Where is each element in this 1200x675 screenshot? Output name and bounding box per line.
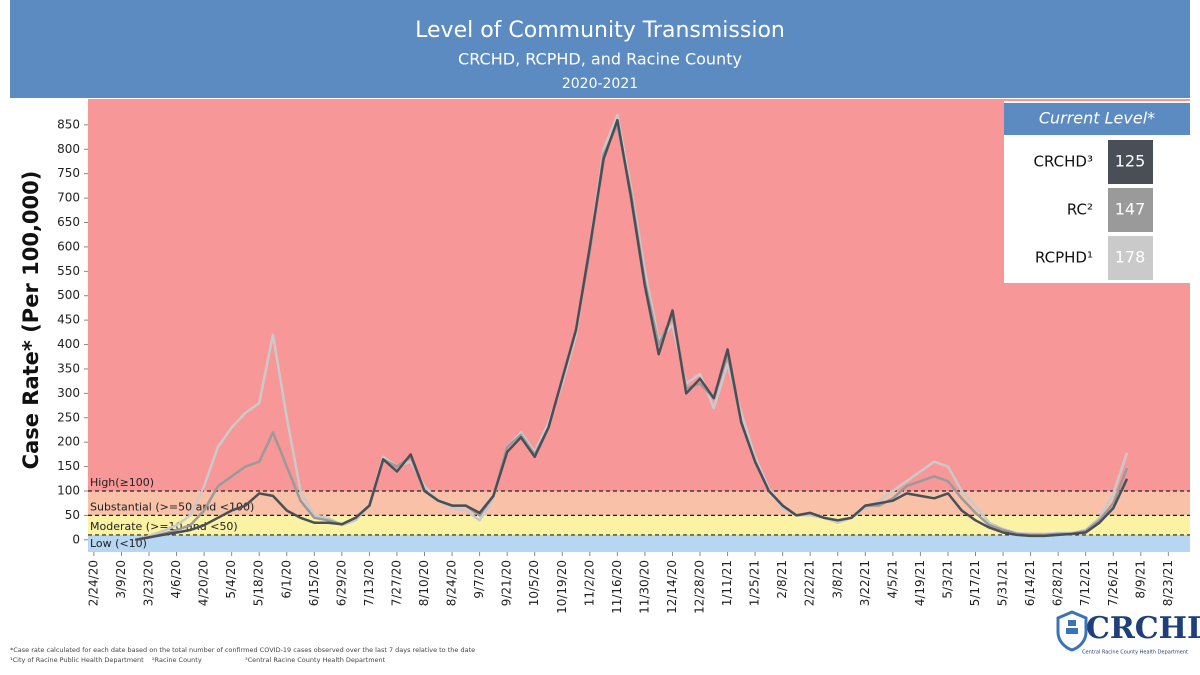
band xyxy=(88,534,1190,552)
x-tick-label: 12/28/20 xyxy=(693,560,707,614)
x-tick-label: 5/4/20 xyxy=(224,560,238,599)
x-tick-label: 11/30/20 xyxy=(637,560,651,614)
footnote: *Case rate calculated for each date base… xyxy=(10,646,475,654)
x-tick-label: 3/23/20 xyxy=(142,560,156,606)
logo-text: CRCHD xyxy=(1086,611,1200,646)
x-tick-label: 5/17/21 xyxy=(968,560,982,606)
x-tick-label: 3/9/20 xyxy=(114,560,128,599)
logo-shield xyxy=(1056,610,1088,652)
legend-title: Current Level* xyxy=(1039,109,1155,128)
y-tick-label: 550 xyxy=(57,264,80,278)
logo-cross xyxy=(1066,620,1078,634)
x-tick-label: 3/8/21 xyxy=(830,560,844,599)
legend-swatch xyxy=(1108,140,1153,184)
x-tick-label: 5/18/20 xyxy=(252,560,266,606)
y-tick-label: 150 xyxy=(57,459,80,473)
chart-title: Level of Community Transmission xyxy=(415,18,785,43)
y-tick-label: 850 xyxy=(57,117,80,131)
y-tick-label: 200 xyxy=(57,435,80,449)
x-tick-label: 7/26/21 xyxy=(1106,560,1120,606)
x-tick-label: 7/13/20 xyxy=(362,560,376,606)
x-tick-label: 9/21/20 xyxy=(500,560,514,606)
y-tick-label: 300 xyxy=(57,386,80,400)
x-tick-label: 2/24/20 xyxy=(86,560,100,606)
y-tick-label: 400 xyxy=(57,337,80,351)
y-tick-label: 250 xyxy=(57,410,80,424)
y-tick-label: 500 xyxy=(57,288,80,302)
x-tick-label: 6/28/21 xyxy=(1051,560,1065,606)
x-tick-label: 11/16/20 xyxy=(610,560,624,614)
x-tick-label: 8/9/21 xyxy=(1133,560,1147,599)
band xyxy=(88,515,1190,535)
x-tick-label: 6/29/20 xyxy=(334,560,348,606)
x-tick-label: 4/19/21 xyxy=(913,560,927,606)
series-line xyxy=(134,118,1129,542)
band-label: Substantial (>=50 and <100) xyxy=(90,500,254,513)
logo-subtitle: Central Racine County Health Department xyxy=(1082,650,1188,656)
y-tick-label: 450 xyxy=(57,313,80,327)
y-axis-label: Case Rate* (Per 100,000) xyxy=(19,171,43,470)
x-tick-label: 2/22/21 xyxy=(803,560,817,606)
y-tick-label: 100 xyxy=(57,483,80,497)
x-tick-label: 8/24/20 xyxy=(445,560,459,606)
legend-label: RC² xyxy=(1067,201,1093,219)
footnote: ³Central Racine County Health Department xyxy=(245,656,386,664)
legend-swatch xyxy=(1108,236,1153,280)
x-tick-label: 7/12/21 xyxy=(1078,560,1092,606)
x-tick-label: 1/11/21 xyxy=(720,560,734,606)
footnote: ²Racine County xyxy=(152,656,202,664)
x-tick-label: 9/7/20 xyxy=(472,560,486,599)
x-tick-label: 8/23/21 xyxy=(1161,560,1175,606)
y-tick-label: 600 xyxy=(57,239,80,253)
x-tick-label: 4/20/20 xyxy=(197,560,211,606)
chart-period: 2020-2021 xyxy=(562,76,638,92)
y-tick-label: 0 xyxy=(72,532,80,546)
y-tick-label: 800 xyxy=(57,142,80,156)
y-tick-label: 650 xyxy=(57,215,80,229)
y-tick-label: 750 xyxy=(57,166,80,180)
y-tick-label: 50 xyxy=(65,508,80,522)
footnotes: *Case rate calculated for each date base… xyxy=(10,646,475,664)
x-tick-label: 2/8/21 xyxy=(775,560,789,599)
x-tick-label: 7/27/20 xyxy=(389,560,403,606)
legend-header xyxy=(1004,103,1190,135)
x-tick-label: 5/3/21 xyxy=(940,560,954,599)
footnote: ¹City of Racine Public Health Department xyxy=(10,656,144,664)
x-tick-label: 4/6/20 xyxy=(169,560,183,599)
x-tick-label: 12/14/20 xyxy=(665,560,679,614)
x-tick-label: 8/10/20 xyxy=(417,560,431,606)
header-band xyxy=(10,0,1190,98)
x-tick-label: 11/2/20 xyxy=(582,560,596,606)
band-label: High(≥100) xyxy=(90,476,154,489)
x-tick-label: 4/5/21 xyxy=(885,560,899,599)
legend-value: 178 xyxy=(1115,248,1146,267)
legend-swatch xyxy=(1108,188,1153,232)
band-label: Low (<10) xyxy=(90,537,147,550)
x-tick-label: 5/31/21 xyxy=(996,560,1010,606)
current-level-box: Current Level* CRCHD³ 125 RC² 147 RCPHD¹ 178 xyxy=(1004,101,1190,283)
x-tick-label: 6/1/20 xyxy=(279,560,293,599)
x-tick-label: 6/15/20 xyxy=(307,560,321,606)
y-tick-label: 700 xyxy=(57,191,80,205)
chart-subtitle: CRCHD, RCPHD, and Racine County xyxy=(458,50,742,69)
legend-label: CRCHD³ xyxy=(1034,153,1093,171)
y-tick-label: 350 xyxy=(57,361,80,375)
legend-value: 125 xyxy=(1115,152,1146,171)
band-label: Moderate (>=10 and <50) xyxy=(90,520,238,533)
x-tick-label: 10/19/20 xyxy=(555,560,569,614)
x-tick-label: 10/5/20 xyxy=(527,560,541,606)
x-tick-label: 6/14/21 xyxy=(1023,560,1037,606)
x-tick-label: 1/25/21 xyxy=(748,560,762,606)
logo: CRCHD Central Racine County Health Depar… xyxy=(1056,610,1200,656)
x-tick-label: 3/22/21 xyxy=(858,560,872,606)
legend-value: 147 xyxy=(1115,200,1146,219)
legend-label: RCPHD¹ xyxy=(1035,249,1093,267)
